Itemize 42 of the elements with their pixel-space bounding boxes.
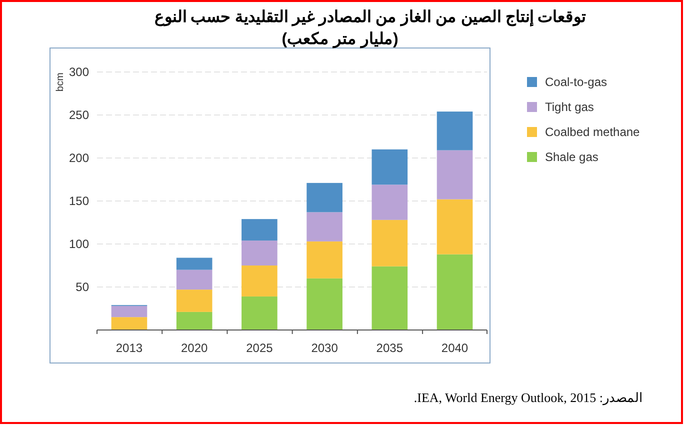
bar bbox=[372, 220, 408, 266]
bar bbox=[436, 112, 473, 150]
y-tick-label: 50 bbox=[76, 280, 90, 294]
bar bbox=[111, 317, 148, 330]
chart-title: توقعات إنتاج الصين من الغاز من المصادر غير التقليدية حسب النوع bbox=[154, 9, 587, 27]
legend-label: Tight gas bbox=[545, 100, 594, 114]
bar bbox=[372, 149, 408, 185]
bar bbox=[242, 219, 278, 241]
bar bbox=[242, 266, 278, 296]
x-tick-label: 2013 bbox=[116, 341, 143, 355]
y-tick-label: 150 bbox=[68, 194, 90, 208]
chart-subtitle: (مليار متر مكعب) bbox=[282, 31, 398, 49]
legend-label: Coal-to-gas bbox=[545, 75, 608, 89]
legend-label: Shale gas bbox=[545, 150, 598, 164]
x-tick-label: 2030 bbox=[311, 341, 338, 355]
legend-label: Coalbed methane bbox=[545, 125, 640, 139]
bar bbox=[242, 240, 278, 266]
bar bbox=[176, 290, 212, 312]
y-tick-label: 100 bbox=[68, 237, 90, 251]
bar bbox=[176, 258, 212, 270]
bar bbox=[306, 278, 342, 330]
x-tick-label: 2025 bbox=[246, 341, 274, 355]
bar bbox=[372, 266, 408, 330]
bar bbox=[436, 199, 473, 254]
bar bbox=[372, 184, 408, 220]
x-tick-label: 2040 bbox=[441, 341, 468, 355]
x-tick-label: 2035 bbox=[376, 341, 404, 355]
bar bbox=[176, 312, 212, 330]
bar bbox=[242, 296, 278, 330]
bar bbox=[306, 241, 342, 278]
text: المصدر: IEA, World Energy Outlook, 2015. bbox=[414, 390, 643, 406]
x-tick-label: 2020 bbox=[180, 341, 208, 355]
bar bbox=[306, 212, 342, 242]
bar bbox=[176, 270, 212, 290]
bar bbox=[436, 150, 473, 200]
bar bbox=[111, 306, 148, 318]
bar bbox=[436, 254, 473, 330]
bar bbox=[306, 182, 342, 212]
y-axis-title: bcm bbox=[55, 72, 66, 92]
y-tick-label: 250 bbox=[68, 108, 90, 122]
y-tick-label: 300 bbox=[68, 65, 90, 79]
y-tick-label: 200 bbox=[68, 151, 90, 165]
